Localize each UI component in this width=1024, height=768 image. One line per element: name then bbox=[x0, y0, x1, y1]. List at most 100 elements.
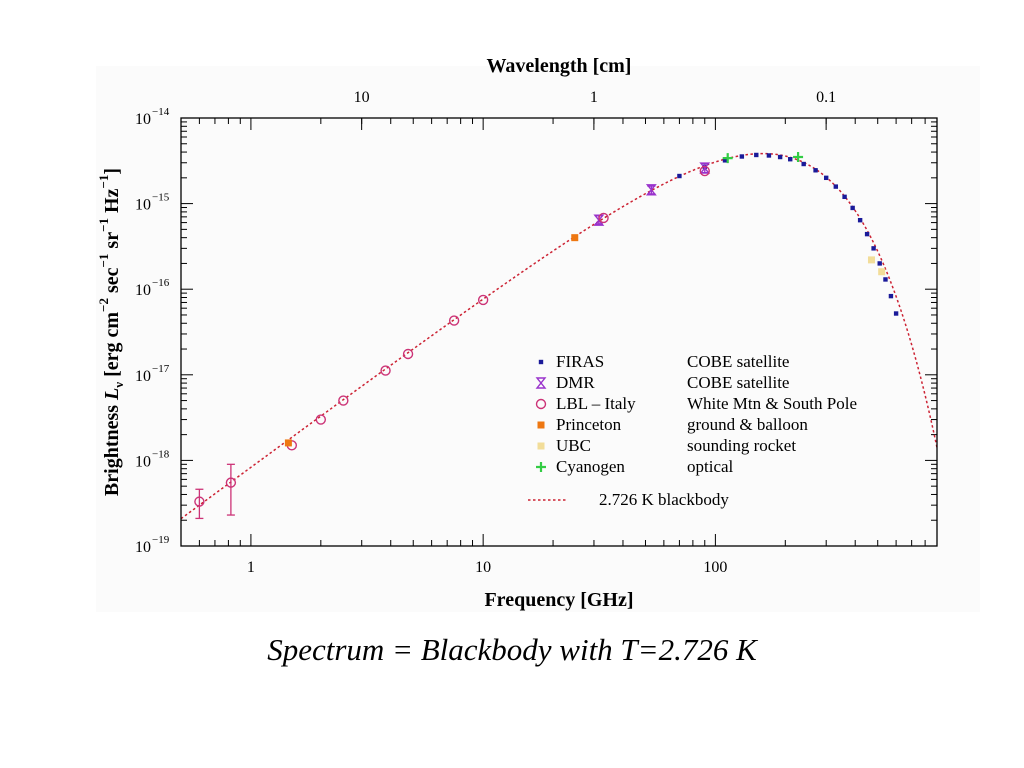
legend-item: DMR COBE satellite bbox=[535, 373, 789, 392]
series-ubc bbox=[867, 256, 886, 276]
data-point bbox=[813, 168, 818, 173]
data-point bbox=[754, 152, 759, 158]
data-point bbox=[338, 395, 349, 406]
x2-axis-title: Wavelength [cm] bbox=[487, 55, 632, 77]
data-point bbox=[871, 246, 876, 251]
data-point bbox=[842, 194, 847, 200]
y-tick-exponent: −18 bbox=[152, 448, 170, 460]
data-point bbox=[194, 496, 205, 507]
data-point bbox=[677, 173, 682, 179]
y-axis-title-part: −1 bbox=[96, 218, 111, 232]
data-point bbox=[538, 359, 544, 365]
x-tick-label: 10 bbox=[475, 559, 491, 576]
data-point bbox=[801, 161, 806, 167]
data-point bbox=[535, 398, 547, 410]
y-axis-title-part: sr bbox=[101, 232, 123, 254]
data-point bbox=[722, 158, 728, 163]
data-point bbox=[877, 261, 882, 266]
y-tick-exponent: −16 bbox=[152, 277, 170, 289]
data-point bbox=[537, 421, 545, 429]
data-point bbox=[225, 477, 237, 488]
data-point bbox=[535, 377, 547, 389]
legend-source: sounding rocket bbox=[687, 436, 796, 455]
y-axis-title: Brightness Lν [erg cm−2 sec−1 sr−1 Hz−1] bbox=[96, 168, 126, 496]
data-point bbox=[315, 414, 327, 425]
y-axis-title-part: Hz bbox=[101, 188, 123, 218]
legend-name: Princeton bbox=[556, 415, 622, 434]
data-point bbox=[823, 175, 829, 181]
plot-frame bbox=[180, 117, 938, 547]
y-tick-label: 10 bbox=[135, 539, 151, 556]
data-point bbox=[833, 184, 839, 189]
data-point bbox=[722, 153, 733, 164]
legend: FIRAS COBE satellite DMR COBE satellite LBL … bbox=[528, 352, 857, 509]
data-point bbox=[857, 217, 863, 223]
data-point bbox=[777, 154, 783, 160]
data-point bbox=[699, 165, 710, 177]
legend-source: COBE satellite bbox=[687, 352, 789, 371]
legend-source: COBE satellite bbox=[687, 373, 789, 392]
y-axis-title-part: sec bbox=[101, 267, 123, 298]
data-point bbox=[766, 153, 772, 158]
y-axis-title-part: ν bbox=[111, 382, 126, 389]
data-point bbox=[893, 311, 899, 316]
data-point bbox=[380, 365, 391, 376]
x2-tick-label: 0.1 bbox=[816, 89, 836, 106]
y-axis-title-part: −1 bbox=[96, 175, 111, 189]
y-tick-label: 10 bbox=[135, 282, 151, 299]
legend-item: Cyanogen optical bbox=[536, 457, 734, 476]
legend-source: White Mtn & South Pole bbox=[687, 394, 857, 413]
y-tick-label: 10 bbox=[135, 111, 151, 128]
x-axis-title: Frequency [GHz] bbox=[484, 589, 633, 611]
legend-name: DMR bbox=[556, 373, 595, 392]
data-point bbox=[571, 234, 579, 242]
data-point bbox=[537, 442, 545, 450]
y-axis-title-part: −1 bbox=[96, 254, 111, 268]
data-point bbox=[598, 212, 609, 224]
slide-caption: Spectrum = Blackbody with T=2.726 K bbox=[267, 632, 757, 667]
y-tick-exponent: −17 bbox=[152, 363, 170, 375]
data-point bbox=[645, 184, 657, 196]
data-point bbox=[878, 268, 886, 276]
legend-source: ground & balloon bbox=[687, 415, 808, 434]
x-tick-label: 100 bbox=[703, 559, 727, 576]
data-point bbox=[888, 293, 894, 299]
data-point bbox=[477, 294, 489, 306]
series-cyanogen bbox=[722, 152, 804, 164]
blackbody-curve bbox=[180, 152, 938, 520]
y-tick-exponent: −19 bbox=[152, 534, 170, 546]
y-axis-title-part: Brightness bbox=[101, 400, 123, 496]
data-point bbox=[850, 205, 855, 211]
x2-tick-label: 1 bbox=[590, 89, 598, 106]
series-princeton bbox=[284, 234, 579, 447]
data-point bbox=[883, 277, 888, 282]
data-point bbox=[739, 154, 745, 159]
y-axis-title-part: [erg cm bbox=[101, 312, 123, 382]
legend-item: Princeton ground & balloon bbox=[537, 415, 808, 434]
legend-item: FIRAS COBE satellite bbox=[538, 352, 789, 371]
y-axis-title-part: L bbox=[101, 388, 123, 401]
y-tick-exponent: −15 bbox=[152, 192, 170, 204]
legend-name: LBL – Italy bbox=[556, 394, 636, 413]
data-point bbox=[536, 462, 546, 472]
y-tick-exponent: −14 bbox=[152, 106, 170, 118]
data-point bbox=[788, 157, 793, 162]
legend-item: LBL – Italy White Mtn & South Pole bbox=[535, 394, 857, 413]
y-tick-label: 10 bbox=[135, 453, 151, 470]
legend-name: FIRAS bbox=[556, 352, 604, 371]
data-point bbox=[864, 231, 870, 237]
y-tick-label: 10 bbox=[135, 197, 151, 214]
curve-layer bbox=[180, 152, 938, 520]
data-point bbox=[867, 256, 875, 264]
y-axis-title-part: −2 bbox=[96, 298, 111, 312]
data-point bbox=[793, 152, 804, 163]
legend-model-label: 2.726 K blackbody bbox=[599, 490, 729, 509]
data-point bbox=[284, 439, 292, 447]
x-tick-label: 1 bbox=[247, 559, 255, 576]
data-point bbox=[402, 348, 414, 360]
legend-source: optical bbox=[687, 457, 734, 476]
y-tick-label: 10 bbox=[135, 368, 151, 385]
points-layer bbox=[194, 152, 899, 520]
